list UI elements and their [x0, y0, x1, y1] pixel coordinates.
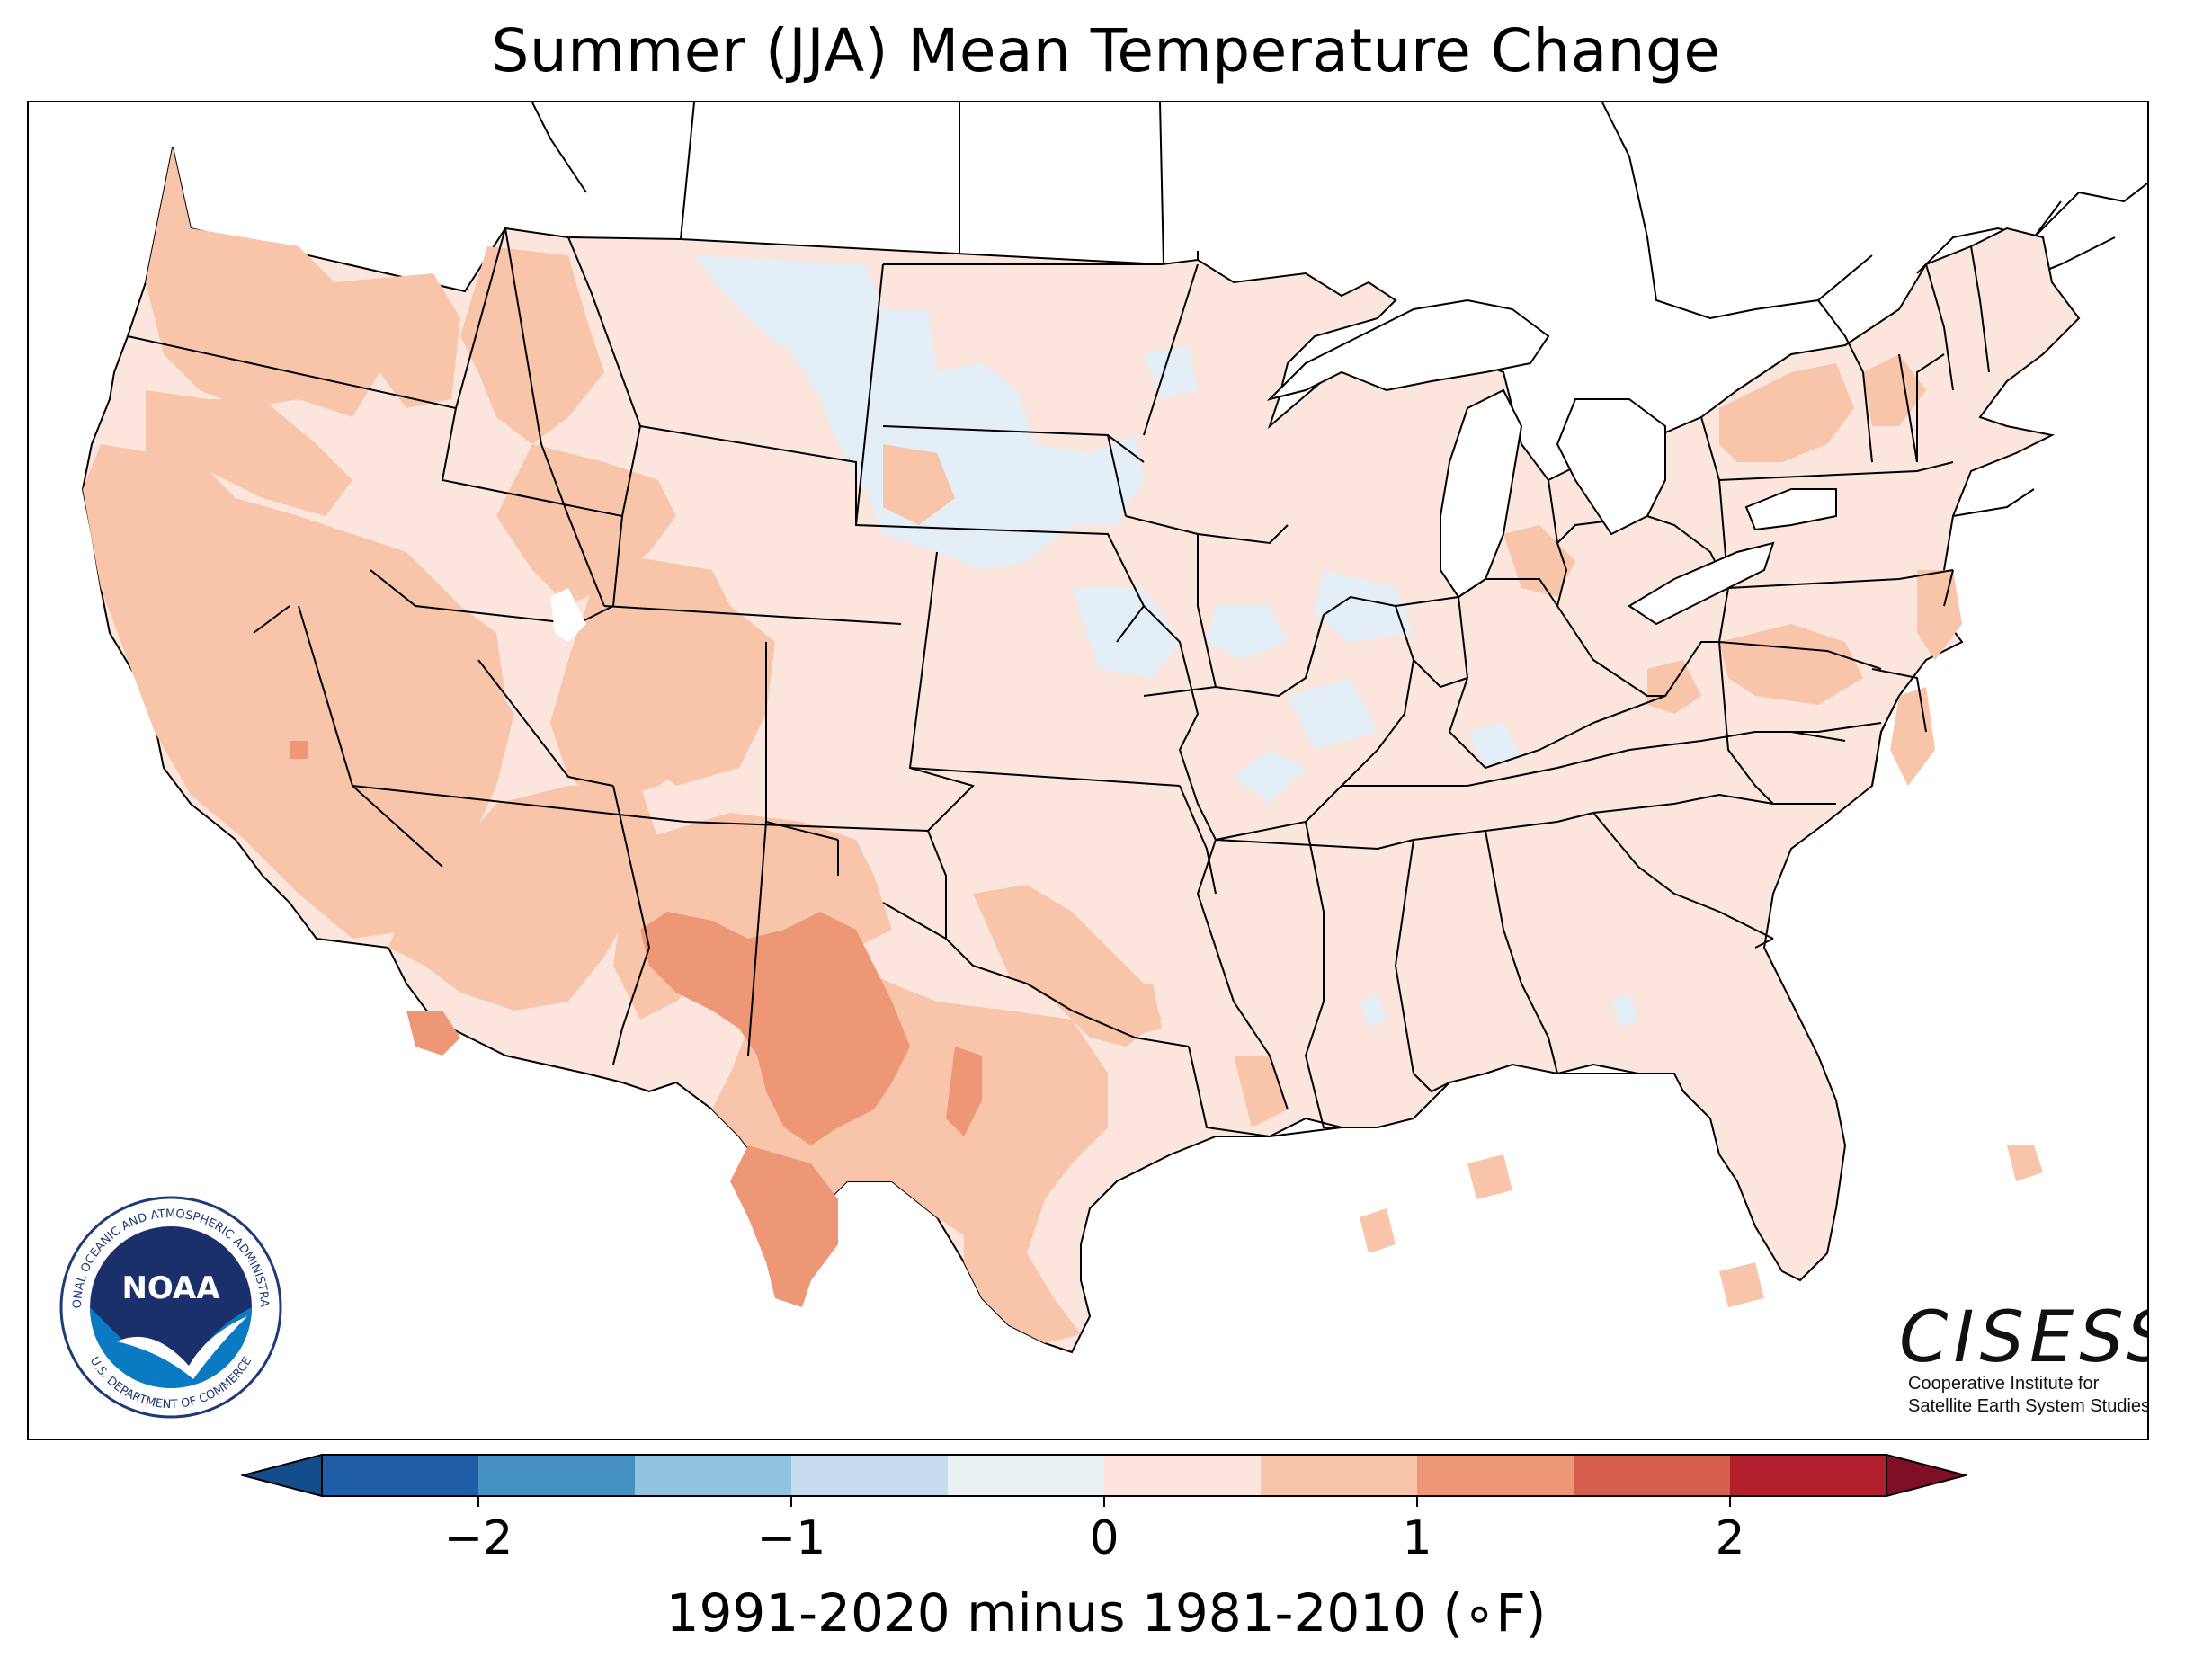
map-title: Summer (JJA) Mean Temperature Change [491, 16, 1721, 85]
colorbar-over-arrow [1886, 1453, 1967, 1498]
colorbar-segment [791, 1455, 949, 1496]
noaa-wordmark: NOAA [121, 1270, 220, 1306]
colorbar-tick-label: 0 [1089, 1511, 1119, 1565]
colorbar-segments [241, 1453, 1967, 1498]
colorbar-units-label: 1991-2020 minus 1981-2010 (∘F) [665, 1582, 1547, 1644]
colorbar-tick-label: −1 [757, 1511, 826, 1565]
cisess-subtitle-line1: Cooperative Institute for [1908, 1374, 2100, 1394]
cisess-logo: CISESS Cooperative Institute for Satelli… [1899, 1297, 2149, 1418]
canada-borders [531, 102, 2147, 328]
colorbar-segment [1104, 1455, 1262, 1496]
colorbar-segment [1730, 1455, 1887, 1496]
negative-anomaly-patches [694, 255, 1638, 1029]
lake-michigan [1440, 388, 1523, 599]
colorbar-segment [1417, 1455, 1574, 1496]
state-borders [127, 227, 2035, 1138]
colorbar-segment [1574, 1455, 1731, 1496]
cisess-wordmark: CISESS [1899, 1297, 2149, 1378]
map-panel: NOAA NATIONAL OCEANIC AND ATMOSPHERIC AD… [27, 101, 2149, 1440]
temperature-change-map [81, 102, 2147, 1354]
colorbar: −2 −1 0 1 2 [241, 1453, 1967, 1565]
colorbar-tick-label: −2 [444, 1511, 513, 1565]
moderate-positive-patches [83, 147, 2043, 1343]
lake-superior [1266, 298, 1550, 401]
colorbar-segment [635, 1455, 792, 1496]
colorbar-segment [322, 1455, 479, 1496]
colorbar-tick-label: 1 [1402, 1511, 1432, 1565]
colorbar-tick-label: 2 [1715, 1511, 1744, 1565]
noaa-logo: NOAA NATIONAL OCEANIC AND ATMOSPHERIC AD… [54, 1190, 282, 1419]
colorbar-ticks: −2 −1 0 1 2 [444, 1496, 1745, 1565]
great-lakes [1266, 298, 1837, 626]
higher-positive-patches [290, 741, 982, 1307]
colorbar-under-arrow [241, 1453, 323, 1498]
lake-ontario [1744, 488, 1837, 531]
colorbar-segment [948, 1455, 1105, 1496]
lake-huron [1556, 398, 1666, 536]
cisess-subtitle-line2: Satellite Earth System Studies [1908, 1396, 2149, 1416]
colorbar-segment [478, 1455, 636, 1496]
lake-erie [1628, 541, 1775, 626]
colorbar-segment [1261, 1455, 1418, 1496]
great-salt-lake [550, 588, 586, 642]
